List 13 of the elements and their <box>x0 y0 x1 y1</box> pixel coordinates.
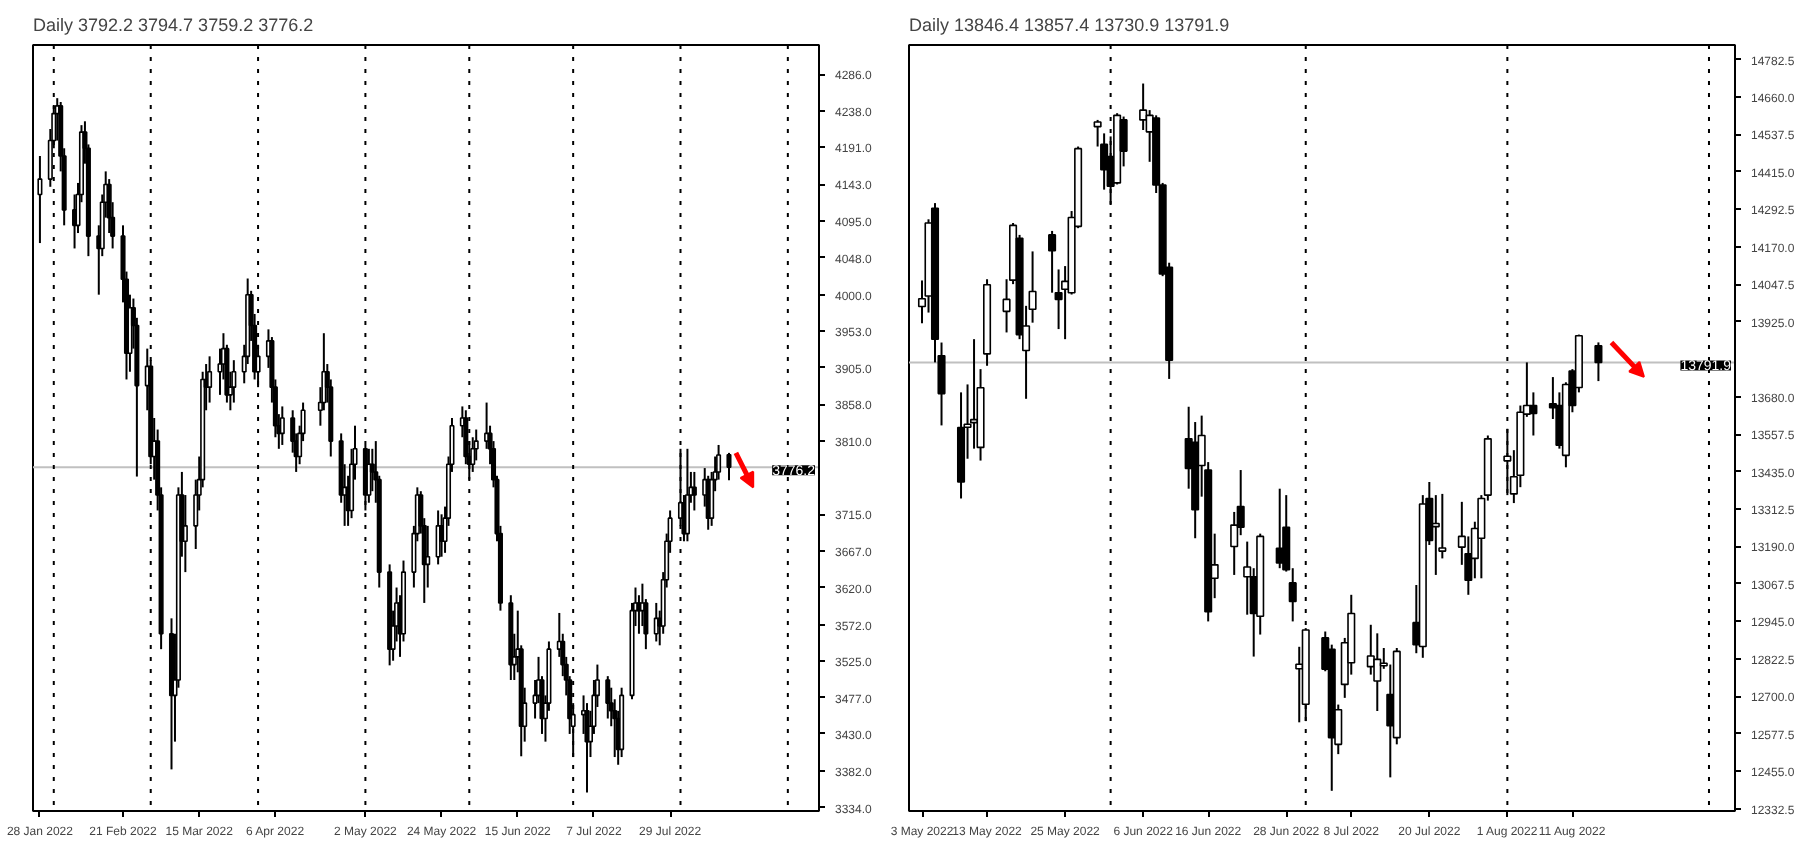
candlestick <box>1431 494 1440 576</box>
candlestick <box>37 154 43 245</box>
candlestick <box>366 447 372 504</box>
candlestick <box>1529 391 1538 437</box>
candlestick <box>1048 229 1057 294</box>
candlestick <box>1503 427 1512 497</box>
candlestick <box>1594 341 1603 383</box>
candlestick <box>584 702 590 794</box>
candlestick <box>1373 632 1382 713</box>
candlestick <box>726 451 732 482</box>
candlestick <box>605 675 611 720</box>
chart-title: Daily 3792.2 3794.7 3759.2 3776.2 <box>33 15 314 35</box>
chart-title: Daily 13846.4 13857.4 13730.9 13791.9 <box>909 15 1230 35</box>
